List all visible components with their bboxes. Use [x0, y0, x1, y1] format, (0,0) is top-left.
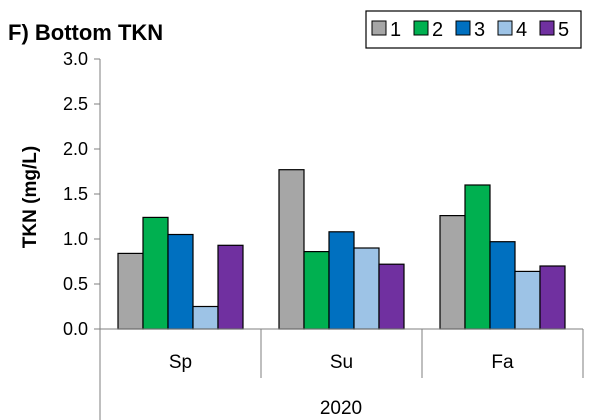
bar	[328, 231, 355, 330]
legend-label: 4	[516, 19, 527, 41]
legend: 1 2 3 4 5	[365, 10, 582, 49]
bar	[117, 252, 144, 330]
legend-label: 1	[390, 19, 401, 41]
chart-title: F) Bottom TKN	[8, 20, 163, 45]
y-tick-label: 1.0	[63, 229, 88, 249]
bar	[303, 251, 330, 330]
legend-label: 3	[474, 19, 485, 41]
y-tick-label: 3.0	[63, 49, 88, 69]
bar	[217, 244, 244, 330]
category-label: Sp	[169, 352, 192, 373]
y-tick-label: 1.5	[63, 184, 88, 204]
legend-swatch	[539, 20, 555, 36]
bar	[378, 263, 405, 330]
y-tick-label: 2.0	[63, 139, 88, 159]
legend-swatch	[497, 20, 513, 36]
legend-swatch	[371, 20, 387, 36]
bar	[489, 241, 516, 330]
category-label: Su	[330, 352, 353, 373]
legend-swatch	[413, 20, 429, 36]
bar	[539, 265, 566, 330]
bar	[464, 184, 491, 330]
y-axis-title: TKN (mg/L)	[20, 146, 41, 248]
legend-label: 5	[558, 19, 569, 41]
bar	[439, 215, 466, 330]
bar	[514, 270, 541, 330]
bar	[278, 169, 305, 330]
bar	[353, 247, 380, 330]
legend-swatch	[455, 20, 471, 36]
bar	[192, 305, 219, 330]
bar	[142, 216, 169, 330]
bars	[117, 169, 566, 330]
y-axis: 0.0 0.5 1.0 1.5 2.0 2.5 3.0	[63, 49, 101, 420]
y-tick-label: 0.0	[63, 319, 88, 339]
x-group-label: 2020	[320, 398, 362, 419]
y-tick-label: 0.5	[63, 274, 88, 294]
legend-label: 2	[432, 19, 443, 41]
category-label: Fa	[491, 352, 514, 373]
y-tick-label: 2.5	[63, 94, 88, 114]
x-axis: Sp Su Fa	[100, 328, 584, 378]
bar	[167, 233, 194, 330]
